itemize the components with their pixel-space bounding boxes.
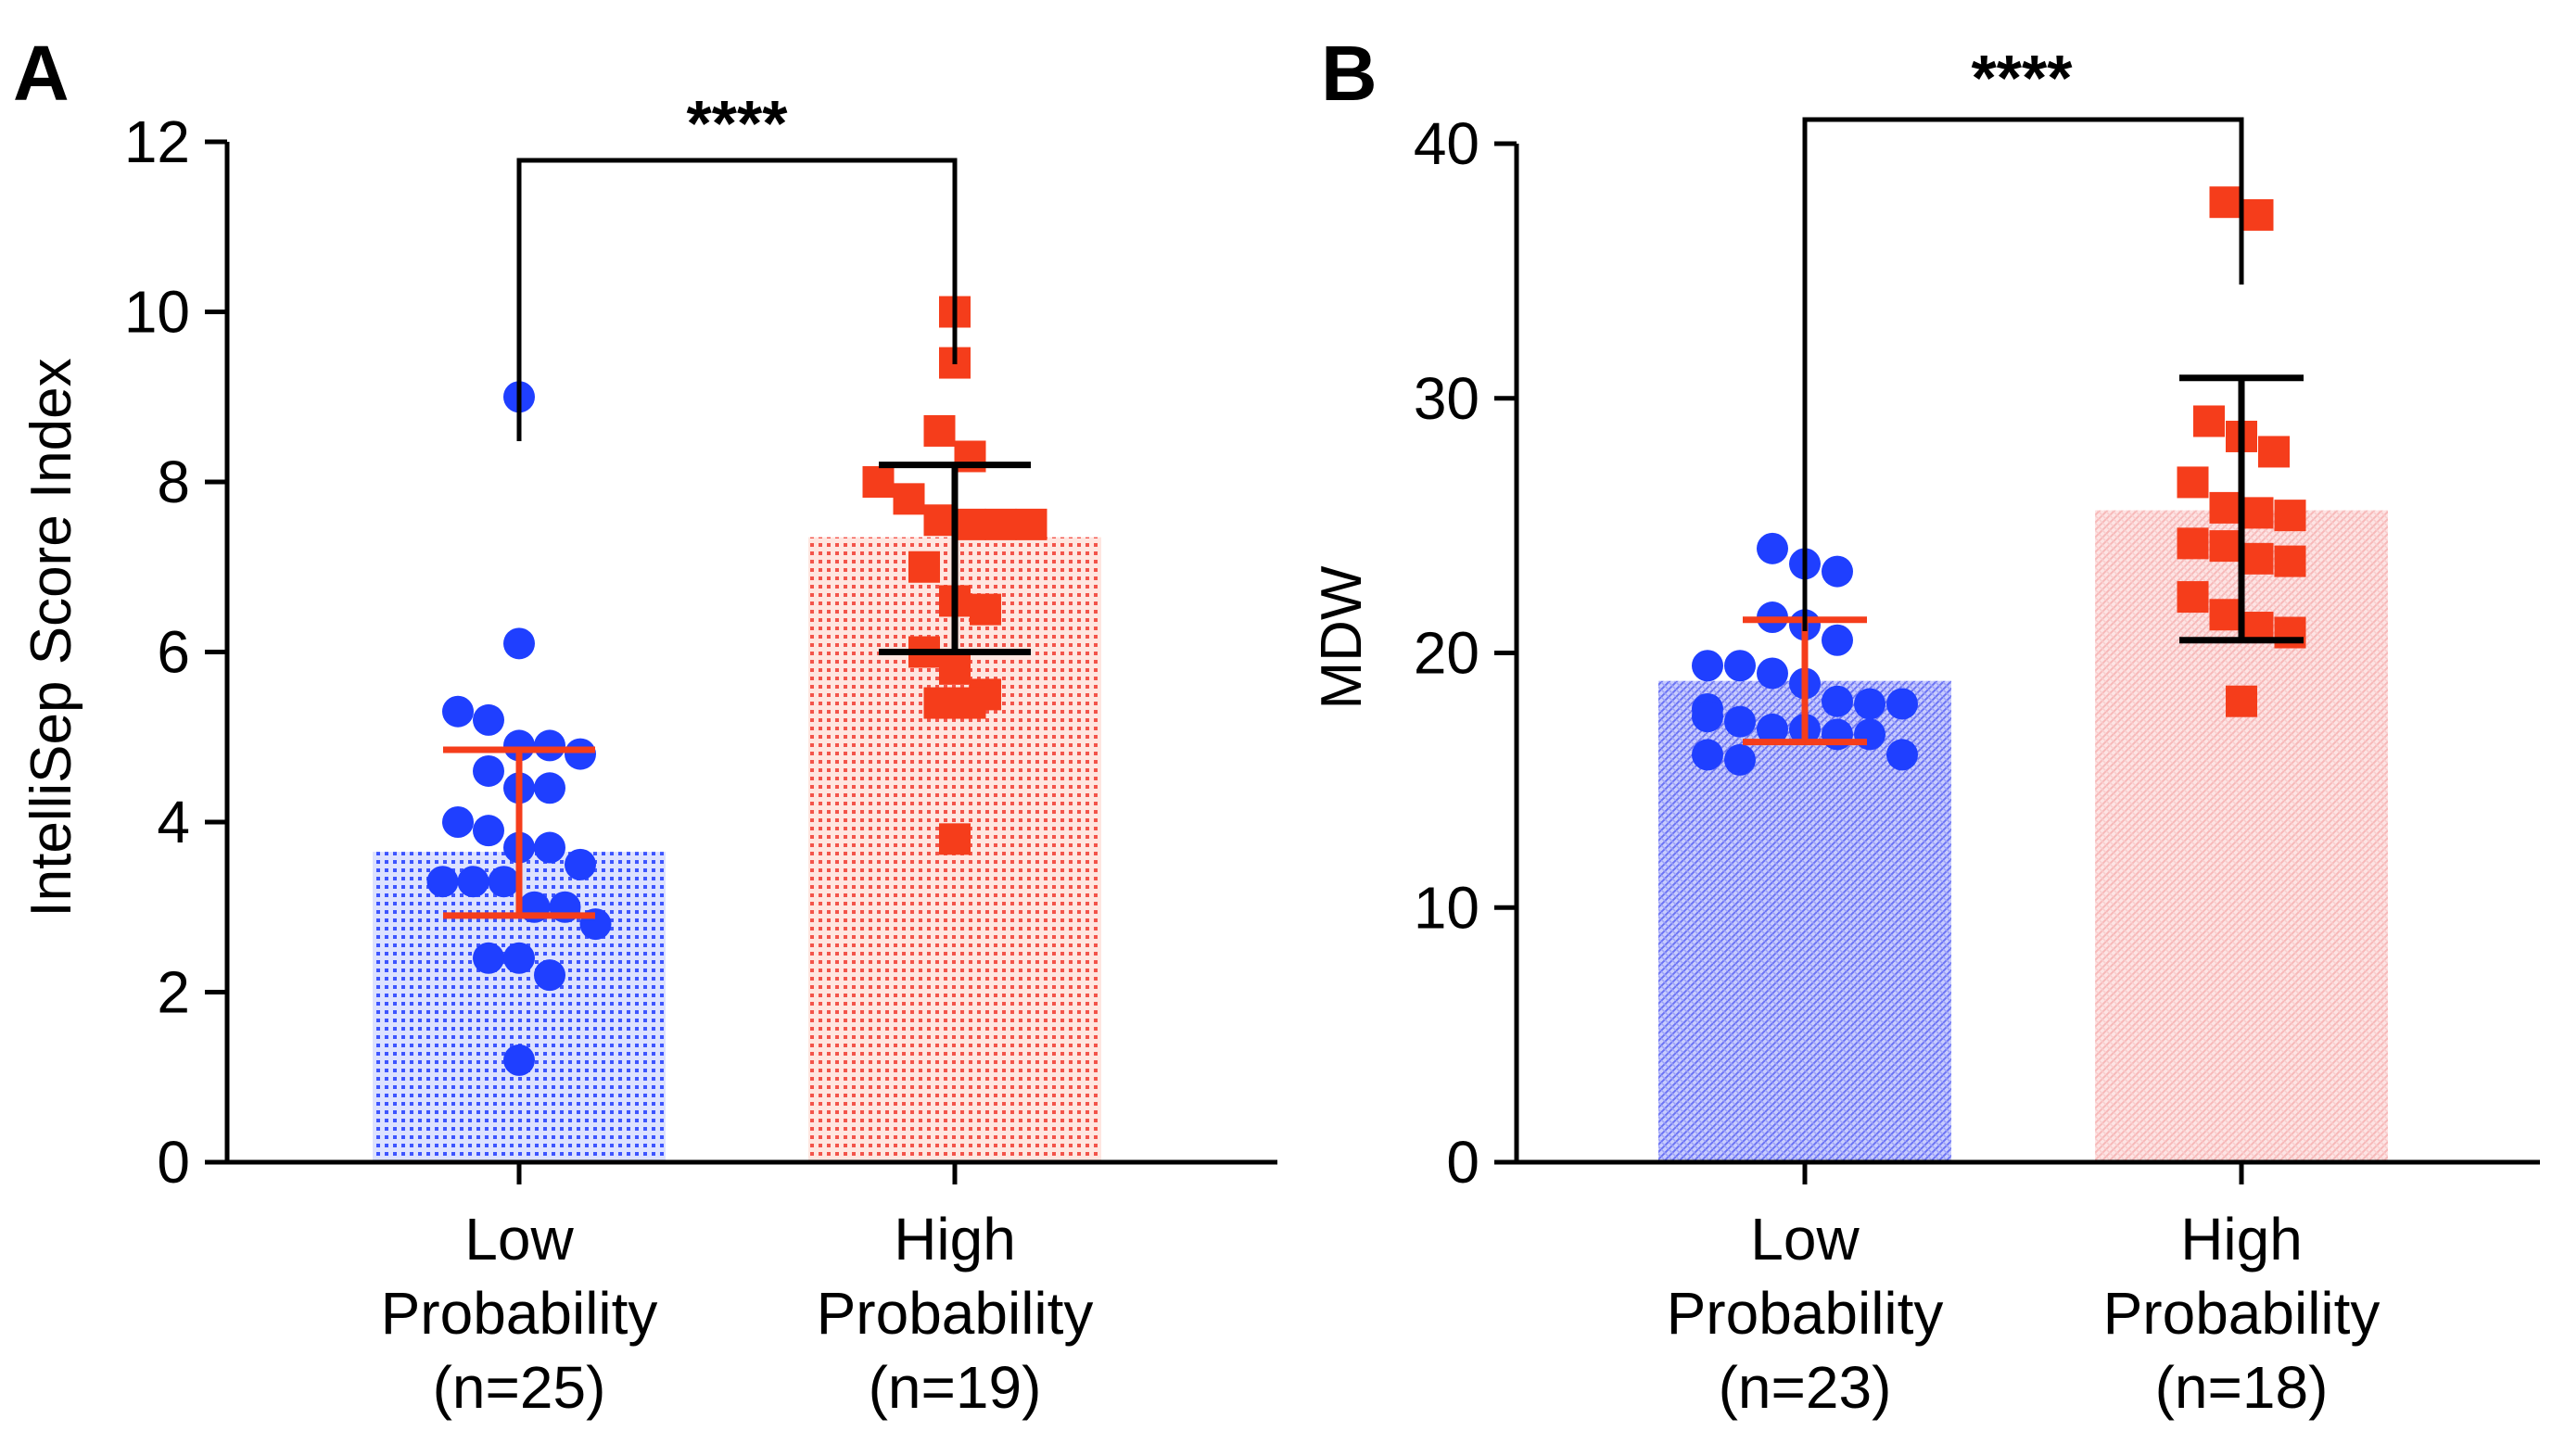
panel-b-point-low: [1886, 688, 1918, 720]
panel-b-point-high: [2226, 685, 2257, 717]
panel-b-point-high: [2241, 542, 2274, 575]
panel-a-point-low: [442, 806, 474, 838]
panel-b-point-low: [1886, 739, 1918, 771]
panel-a-point-low: [488, 866, 520, 898]
panel-a-point-high: [939, 823, 971, 855]
panel-a-y-tick-label: 10: [124, 279, 190, 346]
panel-b-point-high: [2177, 581, 2209, 614]
panel-b-y-tick-label: 0: [1446, 1129, 1479, 1196]
panel-b-category-label-high: High Probability (n=18): [2103, 1206, 2381, 1421]
panel-b-point-low: [1757, 532, 1788, 564]
panel-b-y-tick-label: 30: [1414, 365, 1479, 432]
panel-letter-b: B: [1321, 30, 1378, 117]
panel-a-point-low: [473, 754, 504, 787]
panel-a-errorbar-high: [879, 462, 1031, 655]
panel-b-errorbar-high: [2179, 374, 2304, 644]
panel-letter-a: A: [13, 30, 70, 117]
panel-b-y-tick-label: 40: [1414, 110, 1479, 177]
panel-b-point-low: [1692, 739, 1723, 771]
panel-a-point-high: [954, 508, 986, 540]
panel-a-significance-stars: ****: [687, 87, 789, 159]
panel-b-point-low: [1822, 718, 1853, 751]
panel-a-point-low: [534, 772, 565, 804]
panel-a-point-high: [908, 551, 940, 583]
panel-a-point-low: [565, 848, 596, 880]
panel-a-point-high: [970, 593, 1001, 626]
panel-b: B MDW 0 10 20 30 40 Low Probability (n=23) High…: [1310, 30, 2540, 1421]
panel-b-point-low: [1692, 650, 1723, 682]
panel-a-point-high: [1015, 508, 1047, 540]
panel-b-point-low: [1822, 685, 1853, 717]
panel-a-point-low: [473, 942, 504, 974]
panel-b-point-high: [2274, 500, 2306, 532]
panel-a-y-tick-label: 2: [157, 959, 190, 1026]
panel-b-category-label-low: Low Probability (n=23): [1667, 1206, 1944, 1421]
panel-a-point-low: [503, 1044, 535, 1076]
panel-b-point-high: [2274, 545, 2306, 577]
panel-b-point-low: [1692, 701, 1723, 733]
panel-a-point-low: [473, 815, 504, 847]
panel-a-point-low: [426, 866, 459, 898]
panel-a-y-axis-title: IntelliSep Score Index: [19, 358, 83, 917]
panel-a-y-tick-label: 4: [157, 789, 190, 855]
panel-a-point-high: [984, 508, 1017, 540]
panel-a-point-low: [457, 866, 489, 898]
panel-b-significance-bracket: [1802, 117, 2244, 631]
panel-b-point-low: [1854, 718, 1885, 751]
panel-b-point-high: [2258, 436, 2290, 468]
panel-a-point-high: [862, 466, 895, 498]
panel-a-y-tick-label: 8: [157, 449, 190, 515]
panel-b-point-high: [2177, 527, 2209, 560]
panel-b-y-tick-label: 20: [1414, 620, 1479, 687]
panel-b-y-tick-label: 10: [1414, 874, 1479, 941]
panel-a-point-high: [923, 504, 956, 537]
panel-a-point-low: [473, 703, 504, 736]
panel-b-point-high: [2193, 405, 2225, 437]
panel-b-point-low: [1822, 624, 1853, 656]
panel-b-point-low: [1724, 650, 1756, 682]
panel-a-category-label-low: Low Probability (n=25): [381, 1206, 658, 1421]
panel-b-y-axis-title: MDW: [1310, 565, 1374, 709]
panel-a-y-tick-label: 6: [157, 619, 190, 686]
panel-a-point-high: [893, 483, 925, 515]
panel-a-category-label-high: High Probability (n=19): [817, 1206, 1094, 1421]
panel-b-point-low: [1757, 657, 1788, 690]
panel-a-point-low: [503, 627, 535, 660]
panel-b-point-high: [2209, 186, 2241, 219]
panel-a: A IntelliSep Score Index 0 2 4 6 8 10 12 Low Pr…: [13, 30, 1277, 1421]
panel-a-errorbar-low: [443, 746, 595, 919]
panel-a-point-low: [503, 942, 535, 974]
panel-b-point-high: [2274, 616, 2306, 649]
panel-a-point-low: [534, 959, 565, 992]
panel-a-point-low: [534, 729, 565, 762]
panel-b-point-high: [2241, 497, 2274, 529]
panel-b-point-low: [1757, 713, 1788, 745]
panel-b-point-high: [2209, 599, 2241, 631]
panel-a-point-low: [442, 695, 474, 728]
panel-b-point-low: [1822, 555, 1853, 588]
panel-a-point-high: [954, 687, 986, 719]
panel-a-point-high: [923, 414, 956, 447]
panel-a-point-high: [923, 687, 956, 719]
panel-a-point-low: [503, 729, 535, 762]
panel-b-point-low: [1724, 743, 1756, 776]
panel-b-significance-stars: ****: [1972, 42, 2074, 114]
panel-a-y-tick-label: 12: [124, 108, 190, 175]
panel-b-point-high: [2241, 198, 2274, 231]
panel-a-y-tick-label: 0: [157, 1129, 190, 1196]
panel-a-point-low: [534, 831, 565, 864]
panel-a-significance-bracket: [516, 158, 958, 441]
panel-a-point-low: [565, 738, 596, 770]
panel-b-point-low: [1724, 705, 1756, 738]
panel-b-point-high: [2209, 530, 2241, 563]
panel-b-point-high: [2177, 466, 2209, 499]
panel-a-point-high: [939, 652, 971, 685]
panel-b-point-high: [2209, 491, 2241, 524]
panel-b-point-low: [1854, 688, 1885, 720]
